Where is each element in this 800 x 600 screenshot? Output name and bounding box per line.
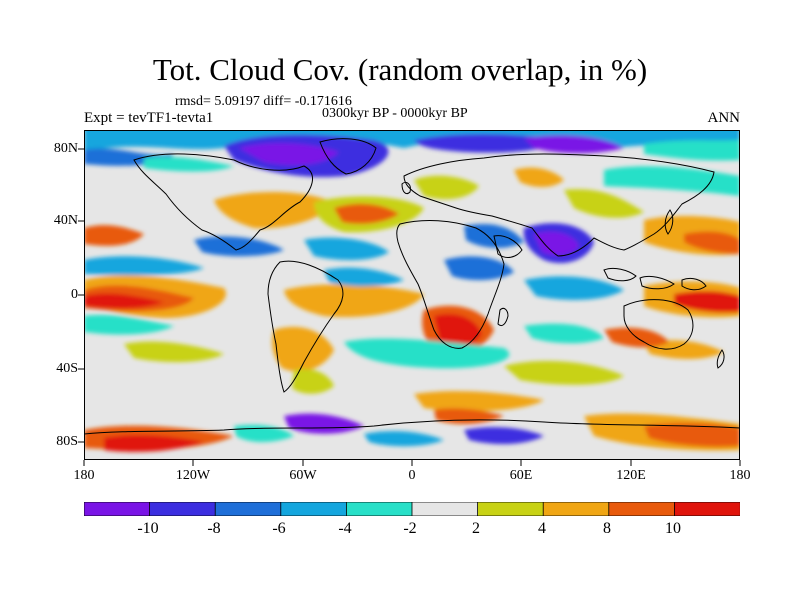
- colorbar-label: 2: [472, 520, 480, 537]
- lat-label-40n: 40N: [53, 213, 78, 228]
- colorbar-label: 10: [665, 520, 681, 537]
- colorbar-swatch: [477, 502, 544, 516]
- chart-title: Tot. Cloud Cov. (random overlap, in %): [152, 52, 648, 87]
- season-label: ANN: [707, 110, 741, 126]
- axis-ticks: [78, 148, 741, 466]
- lon-label-180w: 180: [73, 468, 95, 483]
- colorbar-swatch: [411, 502, 479, 516]
- lat-label-0: 0: [71, 287, 78, 302]
- colorbar-label: -2: [403, 520, 417, 537]
- lon-label-120e: 120E: [616, 468, 646, 483]
- lat-label-40s: 40S: [56, 361, 78, 376]
- colorbar-swatch: [345, 502, 413, 516]
- colorbar-label: 4: [538, 520, 546, 537]
- colorbar-swatch: [542, 502, 610, 516]
- colorbar-swatch: [149, 502, 216, 516]
- colorbar-label: -4: [338, 520, 352, 537]
- coastlines: [84, 138, 740, 435]
- lon-label-180e: 180: [729, 468, 751, 483]
- lon-label-60w: 60W: [289, 468, 317, 483]
- colorbar-label: -8: [207, 520, 221, 537]
- lon-label-0: 0: [408, 468, 416, 483]
- colorbar-label: -10: [137, 520, 159, 537]
- map-frame: [84, 130, 740, 460]
- colorbar-label: -6: [272, 520, 286, 537]
- colorbar-swatch: [84, 502, 151, 516]
- colorbar-swatch: [214, 502, 282, 516]
- experiment-label: Expt = tevTF1-tevta1: [84, 110, 214, 126]
- colorbar-label: 8: [603, 520, 611, 537]
- lat-label-80s: 80S: [56, 434, 78, 449]
- period-label: 0300kyr BP - 0000kyr BP: [322, 106, 468, 121]
- lon-label-60e: 60E: [509, 468, 533, 483]
- colorbar-swatch: [280, 502, 348, 516]
- colorbar: [84, 502, 740, 516]
- colorbar-swatch: [674, 502, 740, 516]
- stats-label: rmsd= 5.09197 diff= -0.171616: [175, 94, 352, 109]
- lon-label-120w: 120W: [175, 468, 211, 483]
- cloud-cover-map: [84, 130, 740, 460]
- colorbar-swatch: [608, 502, 676, 516]
- lat-label-80n: 80N: [53, 141, 78, 156]
